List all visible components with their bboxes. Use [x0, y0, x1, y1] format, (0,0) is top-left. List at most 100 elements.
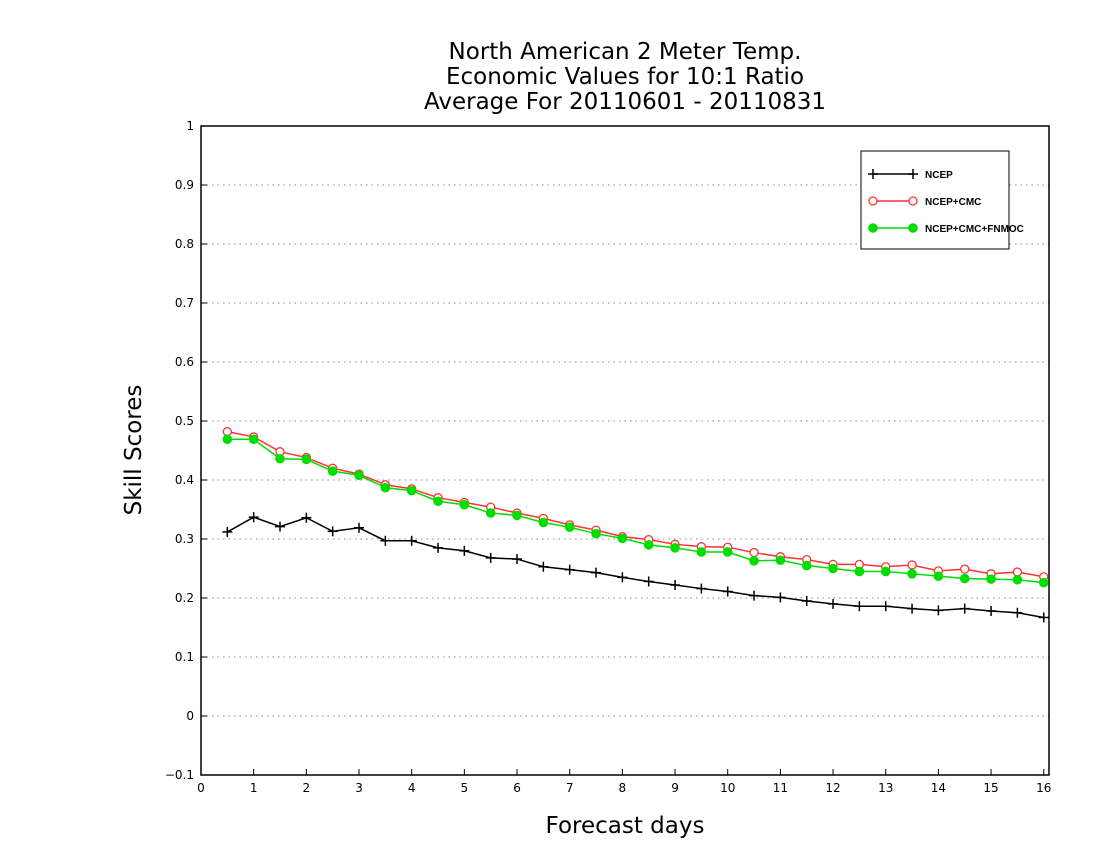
x-tick-label: 7 — [566, 781, 574, 795]
data-point — [354, 470, 364, 481]
x-tick-label: 2 — [303, 781, 311, 795]
series-ncep — [222, 512, 1049, 623]
x-tick-label: 13 — [878, 781, 893, 795]
y-tick-label: 0.5 — [175, 414, 194, 428]
legend: NCEP NCEP+CMC NCEP+CMC+FNMOC — [860, 150, 1024, 250]
y-tick-label: −0.1 — [165, 768, 194, 782]
data-point — [433, 542, 444, 553]
x-tick-label: 12 — [825, 781, 840, 795]
x-axis-ticks: 0 1 2 3 4 5 6 7 8 9 10 11 12 13 14 15 16 — [197, 769, 1051, 795]
legend-label: NCEP — [925, 170, 953, 181]
y-tick-label: 0.4 — [175, 473, 194, 487]
data-point — [301, 454, 312, 465]
data-point — [538, 561, 549, 572]
data-point — [696, 583, 707, 594]
series-ncep-cmc-fnmoc — [222, 434, 1049, 588]
x-tick-label: 1 — [250, 781, 258, 795]
legend-marker — [908, 169, 918, 179]
data-point — [907, 560, 917, 570]
x-tick-label: 4 — [408, 781, 416, 795]
data-point — [775, 555, 786, 566]
y-axis-ticks: −0.1 0 0.1 0.2 0.3 0.4 0.5 0.6 0.7 0.8 0.9 1 — [165, 119, 207, 782]
data-point — [222, 434, 233, 445]
y-tick-label: 0.8 — [175, 237, 194, 251]
data-point — [801, 560, 812, 571]
legend-item: NCEP — [868, 169, 953, 181]
data-point — [775, 592, 786, 603]
x-tick-label: 16 — [1036, 781, 1051, 795]
data-point — [380, 535, 391, 546]
y-tick-label: 0.6 — [175, 355, 194, 369]
title-line-2: Economic Values for 10:1 Ratio — [446, 64, 804, 90]
legend-marker — [868, 196, 878, 206]
y-tick-label: 0 — [186, 709, 194, 723]
data-point — [643, 576, 654, 587]
data-point — [406, 535, 417, 546]
y-tick-label: 0.1 — [175, 650, 194, 664]
legend-label: NCEP+CMC — [925, 197, 981, 208]
data-point — [749, 547, 759, 558]
data-point — [828, 563, 838, 574]
data-point — [933, 605, 944, 616]
data-point — [643, 540, 654, 550]
data-point — [275, 453, 285, 464]
legend-label: NCEP+CMC+FNMOC — [925, 224, 1024, 235]
data-point — [564, 522, 575, 533]
legend-marker — [908, 223, 918, 233]
series-line — [227, 430, 1044, 578]
data-point — [485, 552, 496, 563]
y-tick-label: 0.7 — [175, 296, 194, 310]
legend-marker — [868, 223, 878, 233]
x-tick-label: 11 — [773, 781, 788, 795]
data-point — [248, 512, 259, 523]
x-tick-label: 3 — [355, 781, 363, 795]
legend-marker — [908, 196, 918, 206]
data-point — [222, 526, 233, 537]
data-point — [828, 598, 839, 609]
data-point — [617, 572, 628, 583]
data-point — [1038, 612, 1049, 623]
data-point — [1012, 574, 1023, 585]
series-layer — [222, 426, 1049, 623]
title-line-1: North American 2 Meter Temp. — [449, 39, 802, 65]
data-point — [986, 605, 997, 616]
y-tick-label: 1 — [186, 119, 194, 133]
data-point — [749, 556, 759, 566]
data-point — [986, 574, 996, 584]
series-line — [227, 438, 1044, 584]
data-point — [327, 466, 338, 476]
data-point — [327, 526, 338, 537]
data-point — [459, 545, 470, 556]
data-point — [907, 603, 918, 614]
x-axis-label: Forecast days — [546, 813, 705, 839]
legend-item: NCEP+CMC+FNMOC — [868, 223, 1024, 235]
data-point — [617, 533, 628, 544]
x-tick-label: 8 — [619, 781, 627, 795]
legend-marker — [868, 169, 878, 179]
data-point — [485, 508, 496, 518]
data-point — [933, 571, 944, 581]
y-tick-label: 0.2 — [175, 591, 194, 605]
x-tick-label: 10 — [720, 781, 735, 795]
data-point — [433, 496, 443, 507]
data-point — [248, 434, 259, 445]
chart-title: North American 2 Meter Temp. Economic Va… — [424, 39, 826, 115]
data-point — [880, 566, 891, 577]
data-point — [538, 517, 549, 528]
data-point — [880, 601, 891, 612]
data-point — [1038, 577, 1049, 588]
data-point — [907, 569, 917, 579]
title-line-3: Average For 20110601 - 20110831 — [424, 89, 826, 115]
data-point — [722, 586, 733, 597]
gridlines — [201, 184, 1049, 717]
legend-item: NCEP+CMC — [868, 196, 981, 208]
data-point — [749, 590, 760, 601]
x-tick-label: 9 — [671, 781, 679, 795]
data-point — [591, 528, 601, 539]
data-point — [564, 564, 575, 575]
data-point — [854, 601, 865, 612]
plot-area-frame — [200, 125, 1050, 776]
data-point — [275, 521, 286, 532]
data-point — [222, 426, 232, 437]
